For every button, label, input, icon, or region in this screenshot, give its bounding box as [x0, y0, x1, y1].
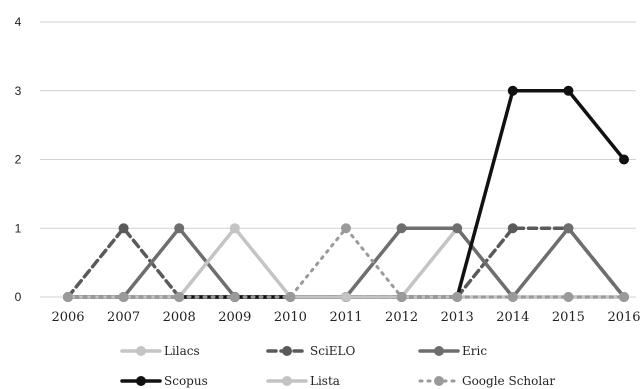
series-line — [66, 89, 626, 299]
legend-swatch-marker — [434, 376, 444, 386]
data-point — [63, 292, 73, 302]
legend-label: Scopus — [164, 374, 208, 388]
data-point — [396, 223, 407, 234]
data-point — [452, 223, 463, 234]
y-tick-label: 2 — [15, 153, 22, 167]
legend-item-scielo: SciELO — [266, 344, 356, 358]
series-eric — [63, 223, 629, 302]
data-point — [619, 292, 629, 302]
y-tick-labels: 0 1 2 3 4 — [15, 15, 22, 304]
legend-swatch-marker — [282, 376, 292, 386]
legend-item-scopus: Scopus — [120, 374, 208, 388]
data-point — [118, 292, 129, 302]
y-tick-label: 4 — [15, 15, 22, 29]
data-point — [174, 223, 185, 234]
legend-label: Lilacs — [164, 344, 200, 358]
data-point — [507, 85, 518, 96]
series-scielo — [63, 223, 629, 302]
x-tick-label: 2008 — [163, 310, 196, 325]
x-tick-label: 2013 — [441, 310, 474, 325]
legend: Lilacs SciELO Eric Scopus Lista Google Schola… — [120, 344, 555, 388]
series-lines — [63, 85, 629, 302]
legend-item-google-scholar: Google Scholar — [418, 374, 555, 388]
data-point — [229, 292, 240, 302]
y-tick-label: 1 — [15, 221, 22, 235]
series-lista — [63, 223, 629, 302]
legend-label: Google Scholar — [462, 374, 555, 388]
y-tick-label: 3 — [15, 84, 22, 98]
data-point — [563, 292, 574, 302]
legend-label: Lista — [310, 374, 340, 388]
series-lilacs — [63, 223, 629, 302]
data-point — [452, 292, 463, 302]
x-tick-label: 2012 — [385, 310, 418, 325]
x-tick-label: 2014 — [496, 310, 529, 325]
data-point — [507, 223, 518, 234]
data-point — [341, 292, 351, 302]
x-tick-label: 2007 — [107, 310, 140, 325]
data-point — [229, 223, 240, 234]
x-tick-label: 2010 — [274, 310, 307, 325]
legend-swatch-marker — [282, 346, 292, 356]
legend-swatch-marker — [136, 376, 146, 386]
data-point — [118, 223, 129, 234]
x-tick-labels: 2006 2007 2008 2009 2010 2011 2012 2013 2014 2015… — [51, 310, 640, 325]
data-point — [396, 292, 407, 302]
data-point — [174, 292, 185, 302]
legend-item-lista: Lista — [266, 374, 340, 388]
legend-item-lilacs: Lilacs — [120, 344, 200, 358]
x-tick-label: 2011 — [329, 310, 362, 325]
legend-swatch-marker — [434, 346, 444, 356]
series-google-scholar — [63, 223, 629, 302]
data-point — [619, 154, 629, 165]
data-point — [507, 292, 518, 302]
x-tick-label: 2015 — [552, 310, 585, 325]
legend-label: SciELO — [310, 344, 356, 358]
series-line — [66, 226, 626, 299]
x-tick-label: 2016 — [607, 310, 640, 325]
data-point — [285, 292, 296, 302]
data-point — [563, 85, 574, 96]
y-tick-label: 0 — [15, 290, 22, 304]
legend-item-eric: Eric — [418, 344, 487, 358]
data-point — [341, 223, 351, 234]
x-tick-label: 2009 — [218, 310, 251, 325]
legend-swatch-marker — [136, 346, 146, 356]
data-point — [563, 223, 574, 234]
legend-label: Eric — [462, 344, 487, 358]
x-tick-label: 2006 — [51, 310, 84, 325]
